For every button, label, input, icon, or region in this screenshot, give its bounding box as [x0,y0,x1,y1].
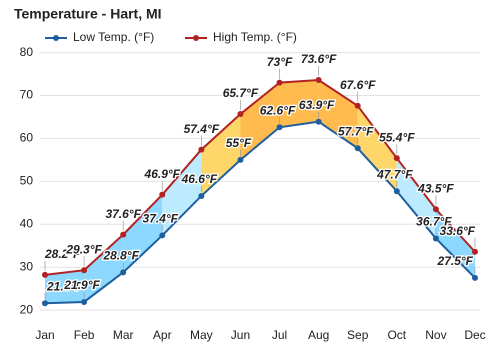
x-tick-label: Dec [464,328,485,342]
marker [237,156,244,163]
value-label: 63.9°F [299,98,335,112]
marker [472,248,478,255]
value-label: 27.5°F [437,254,474,268]
marker [237,110,244,117]
legend-label: Low Temp. (°F) [73,30,154,44]
value-label: 28.2°F [44,247,81,261]
series-line [44,120,476,305]
value-label: 73°F [267,55,293,69]
marker [120,231,127,238]
range-band [123,194,163,273]
range-band [279,80,319,128]
value-label: 73.6°F [301,52,337,66]
marker [472,274,478,281]
value-label: 65.7°F [223,86,259,100]
value-label: 47.7°F [376,167,413,181]
range-band [162,149,202,236]
chart-title: Temperature - Hart, MI [14,6,162,22]
value-label: 21.9°F [63,278,100,292]
value-label: 37.6°F [105,207,141,221]
marker [354,102,361,109]
x-tick-label: Mar [113,328,134,342]
marker [81,267,88,274]
value-label: 57.7°F [338,124,374,138]
marker [354,145,361,152]
value-label: 67.6°F [340,78,376,92]
range-band [45,270,85,304]
legend-label: High Temp. (°F) [213,30,297,44]
x-tick-label: May [190,328,213,342]
x-tick-label: Nov [425,328,446,342]
marker [120,269,127,276]
y-tick-label: 20 [20,302,34,316]
marker [393,188,400,195]
marker [198,192,205,199]
value-label: 57.4°F [184,122,220,136]
marker [432,206,439,213]
y-tick-label: 70 [20,88,34,102]
value-label: 62.6°F [260,103,296,117]
value-label: 33.6°F [440,224,476,238]
range-band [318,80,358,149]
marker [159,191,166,198]
marker [42,300,48,307]
x-tick-label: Oct [387,328,406,342]
value-label: 46.6°F [181,172,218,186]
y-tick-label: 60 [20,131,34,145]
range-band [201,113,241,196]
marker [432,235,439,242]
x-tick-label: Apr [153,328,172,342]
value-label: 37.4°F [143,212,179,226]
marker [393,155,400,162]
range-band [435,209,475,278]
range-band [357,105,397,192]
marker [81,298,88,305]
value-label: 55°F [226,136,252,150]
value-label: 28.8°F [102,249,139,263]
value-label: 55.4°F [379,130,415,144]
legend-marker [193,35,199,41]
series-line [44,79,476,276]
y-tick-label: 80 [20,45,34,59]
marker [159,232,166,239]
x-tick-label: Feb [74,328,95,342]
x-tick-label: Aug [308,328,329,342]
range-band [84,234,124,302]
x-tick-label: Sep [347,328,369,342]
x-tick-label: Jan [35,328,54,342]
marker [42,271,48,278]
value-label: 29.3°F [65,242,102,256]
x-tick-label: Jun [231,328,250,342]
marker [315,118,322,125]
value-label: 43.5°F [417,181,454,195]
range-band [396,158,436,239]
marker [276,79,283,86]
marker [198,146,205,153]
legend-marker [53,35,59,41]
marker [315,77,322,84]
x-tick-label: Jul [272,328,287,342]
y-tick-label: 30 [20,259,34,273]
value-label: 36.7°F [416,215,452,229]
value-label: 21.6°F [46,279,83,293]
value-label: 46.9°F [144,167,181,181]
y-tick-label: 50 [20,174,34,188]
y-tick-label: 40 [20,216,34,230]
range-band [240,82,280,160]
marker [276,124,283,131]
